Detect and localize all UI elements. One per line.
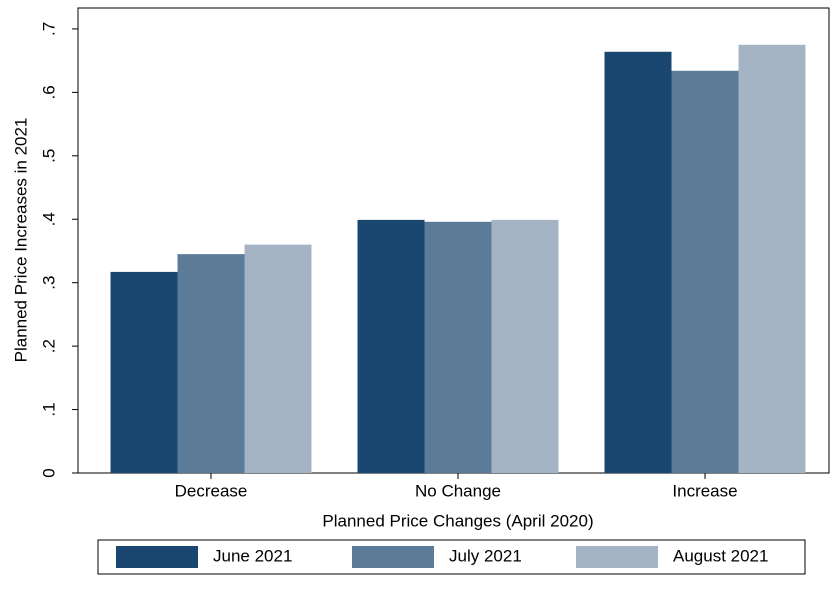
y-tick-label: .4 xyxy=(39,212,58,226)
bar xyxy=(110,271,178,473)
bar xyxy=(244,244,312,473)
bar xyxy=(671,70,739,473)
legend-swatch xyxy=(116,546,198,568)
legend-label: August 2021 xyxy=(673,546,768,565)
y-tick-label: .2 xyxy=(39,339,58,353)
y-tick-label: .5 xyxy=(39,149,58,163)
x-axis-title: Planned Price Changes (April 2020) xyxy=(322,511,593,530)
legend-label: June 2021 xyxy=(213,546,292,565)
y-axis-title: Planned Price Increases in 2021 xyxy=(11,118,30,363)
bar xyxy=(738,44,806,473)
y-tick-label: .3 xyxy=(39,276,58,290)
x-tick-label: No Change xyxy=(415,481,501,500)
x-tick-label: Increase xyxy=(672,481,737,500)
bar xyxy=(604,51,672,474)
legend-label: July 2021 xyxy=(449,546,522,565)
bar xyxy=(357,219,425,473)
y-tick-label: 0 xyxy=(39,468,58,477)
bar xyxy=(491,219,559,473)
y-tick-label: .6 xyxy=(39,85,58,99)
legend-swatch xyxy=(352,546,434,568)
bar xyxy=(177,254,245,473)
legend-box xyxy=(97,539,806,575)
y-tick-label: .1 xyxy=(39,402,58,416)
legend-swatch xyxy=(576,546,658,568)
y-tick-label: .7 xyxy=(39,22,58,36)
bar xyxy=(424,221,492,473)
x-tick-label: Decrease xyxy=(175,481,248,500)
